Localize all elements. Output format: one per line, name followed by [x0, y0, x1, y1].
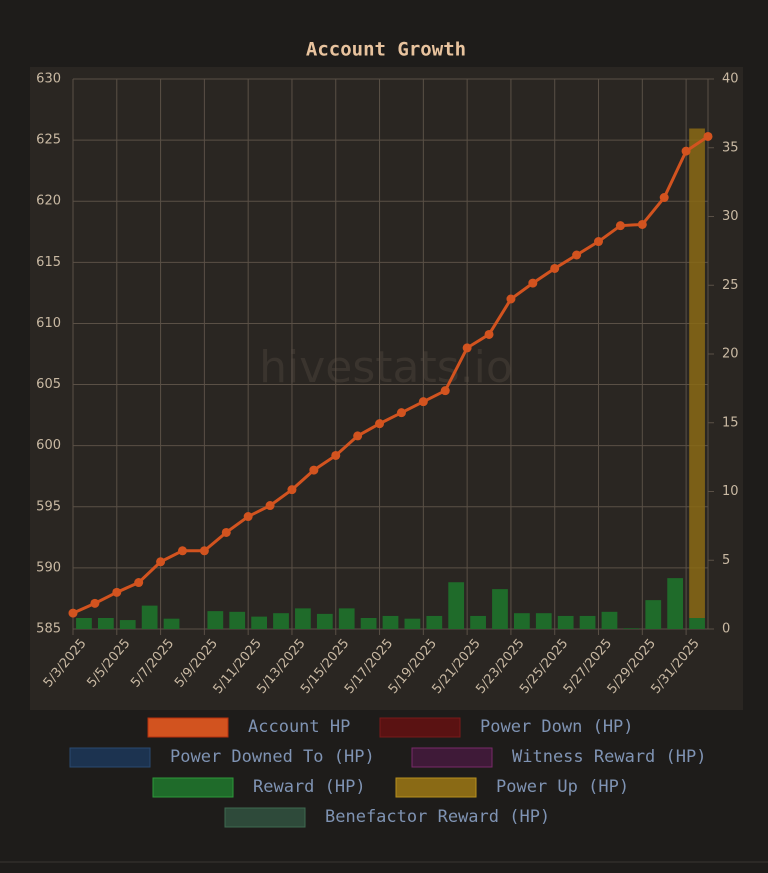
point — [90, 598, 100, 608]
point — [353, 431, 363, 441]
y2-tick-label: 20 — [722, 347, 739, 362]
bar — [689, 128, 705, 618]
bar — [667, 578, 684, 629]
point — [243, 512, 253, 522]
legend-swatch — [411, 747, 493, 768]
point — [199, 546, 209, 556]
plot-background — [30, 67, 743, 710]
bar — [251, 616, 268, 629]
bar — [579, 615, 596, 629]
bar — [492, 589, 508, 629]
bar — [273, 613, 289, 629]
bar — [623, 628, 640, 629]
y2-tick-label: 40 — [722, 72, 739, 87]
point — [637, 219, 647, 229]
point — [265, 501, 275, 511]
bar — [141, 605, 158, 629]
bar — [229, 611, 246, 629]
y-tick-label: 585 — [36, 622, 61, 637]
y2-tick-label: 15 — [722, 415, 739, 430]
point — [506, 294, 516, 304]
point — [375, 419, 385, 429]
point — [287, 485, 297, 495]
bar — [76, 618, 92, 629]
y-tick-label: 615 — [36, 255, 61, 270]
point — [703, 131, 713, 141]
point — [572, 250, 582, 260]
legend-swatch — [152, 777, 234, 798]
bar — [207, 611, 224, 629]
bar — [426, 615, 443, 629]
y2-tick-label: 25 — [722, 278, 739, 293]
legend-label: Power Up (HP) — [496, 777, 629, 797]
bar — [360, 618, 377, 629]
point — [221, 527, 231, 537]
legend-label: Benefactor Reward (HP) — [325, 807, 550, 827]
point — [528, 278, 538, 288]
y2-tick-label: 10 — [722, 484, 739, 499]
y2-tick-label: 35 — [722, 140, 739, 155]
point — [484, 329, 494, 339]
y2-tick-label: 0 — [722, 622, 730, 637]
point — [309, 465, 319, 475]
legend-label: Reward (HP) — [253, 777, 366, 797]
legend-swatch — [395, 777, 477, 798]
bar — [448, 582, 465, 629]
bar — [601, 611, 618, 629]
point — [68, 608, 78, 618]
chart-title: Account Growth — [306, 39, 466, 61]
bar — [513, 613, 530, 629]
legend-swatch — [147, 717, 229, 738]
point — [396, 408, 406, 418]
bar — [163, 618, 180, 629]
point — [331, 450, 341, 460]
bar — [645, 600, 662, 629]
y-tick-label: 630 — [36, 72, 61, 87]
y-tick-label: 610 — [36, 316, 61, 331]
bar — [557, 615, 574, 629]
point — [615, 221, 625, 231]
bar — [470, 615, 486, 629]
bar — [382, 615, 399, 629]
y2-tick-label: 5 — [722, 553, 730, 568]
point — [418, 397, 428, 407]
legend-swatch — [379, 717, 461, 738]
y-tick-label: 590 — [36, 560, 61, 575]
bar — [119, 620, 136, 629]
y2-tick-label: 30 — [722, 209, 739, 224]
point — [462, 343, 472, 353]
bar — [338, 608, 355, 629]
point — [112, 587, 122, 597]
y-tick-label: 600 — [36, 438, 61, 453]
point — [177, 546, 187, 556]
y-tick-label: 595 — [36, 499, 61, 514]
bar — [689, 618, 705, 629]
bar — [295, 608, 311, 629]
bar — [535, 613, 552, 629]
bar — [97, 618, 114, 629]
y-tick-label: 605 — [36, 377, 61, 392]
legend-label: Witness Reward (HP) — [512, 747, 706, 767]
y-tick-label: 620 — [36, 194, 61, 209]
point — [550, 263, 560, 273]
point — [440, 386, 450, 396]
point — [594, 237, 604, 247]
point — [134, 578, 144, 588]
legend-swatch — [69, 747, 151, 768]
legend-label: Power Downed To (HP) — [170, 747, 375, 767]
legend-label: Account HP — [248, 717, 350, 737]
watermark: hivestats.io — [259, 342, 513, 393]
point — [681, 146, 691, 156]
y-tick-label: 625 — [36, 133, 61, 148]
legend-swatch — [224, 807, 306, 828]
point — [659, 193, 669, 203]
legend-label: Power Down (HP) — [480, 717, 634, 737]
bar — [404, 618, 421, 629]
bar — [316, 613, 333, 629]
point — [156, 557, 166, 567]
